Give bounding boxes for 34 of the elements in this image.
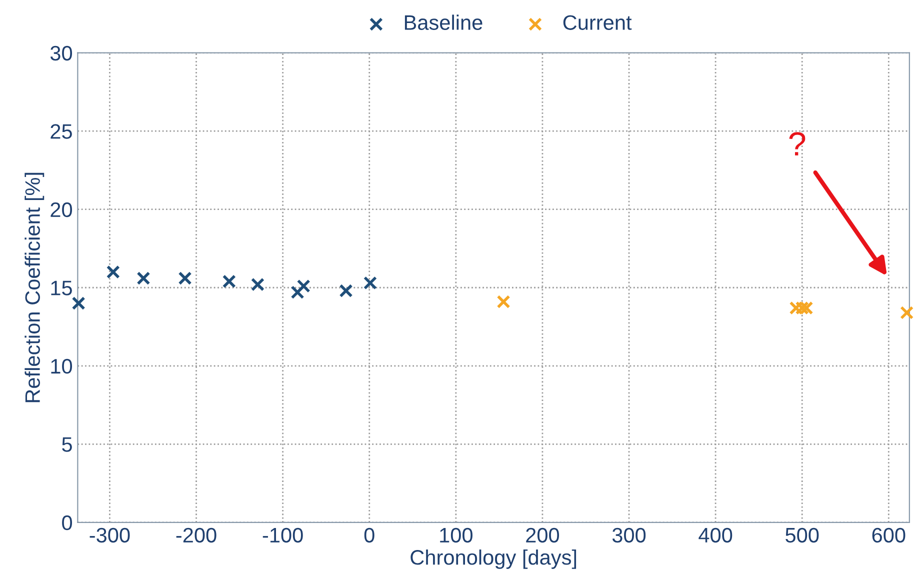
point [106,265,120,279]
x-tick-label: 0 [364,528,374,543]
point [136,271,150,286]
x-tick-label: 300 [612,528,646,543]
x-tick-label: -100 [262,528,303,543]
point [290,286,304,300]
y-tick-label: 15 [51,280,72,296]
point [296,279,310,293]
annotation: ? [789,132,806,156]
y-tick-label: 20 [50,202,72,218]
y-tick-label: 0 [62,515,72,530]
legend-label: Current [563,15,632,30]
x-tick-label: 500 [786,528,819,543]
y-axis-title: Reflection Coefficient [%] [24,172,44,402]
y-tick-label: 5 [62,437,72,452]
x-axis-title: Chronology [days] [410,549,576,569]
point [178,271,192,286]
point [339,284,353,298]
y-tick-label: 30 [50,46,72,61]
x-tick-label: 400 [698,528,732,543]
point [900,306,914,320]
x-tick-label: -200 [176,528,216,543]
legend-label: Baseline [404,14,482,30]
point [72,296,86,310]
point [363,276,377,290]
x-tick-label: -300 [90,528,130,543]
x-tick-label: 600 [872,528,906,543]
point [496,294,510,308]
x-tick-label: 200 [526,528,560,543]
point [250,278,264,292]
y-tick-label: 10 [51,358,72,374]
point [222,274,236,288]
x-tick-label: 100 [440,528,472,543]
y-tick-label: 25 [50,124,72,139]
